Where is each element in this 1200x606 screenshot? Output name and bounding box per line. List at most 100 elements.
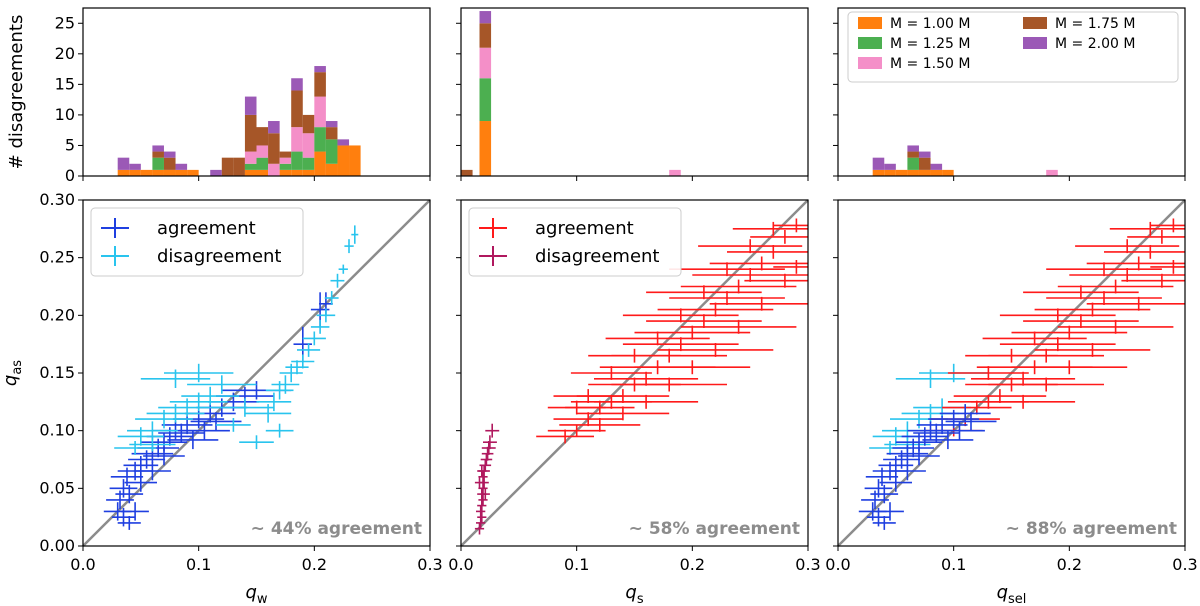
errorbar-group [114, 225, 359, 455]
data-point [536, 429, 594, 444]
data-point [115, 484, 144, 504]
data-point [302, 331, 326, 346]
data-point [1109, 221, 1185, 236]
data-point [1086, 256, 1185, 271]
hist-bar [175, 169, 188, 176]
hist-bar [291, 90, 303, 128]
hist-bar [233, 157, 245, 176]
hist-bar [314, 151, 326, 176]
data-point [483, 435, 497, 450]
hist-bar [268, 121, 280, 134]
hist-bar [314, 72, 326, 97]
data-point [477, 499, 487, 512]
data-point [588, 348, 681, 363]
data-point [351, 225, 359, 244]
hist-bar [163, 157, 176, 170]
hist-bar [279, 163, 292, 170]
hist-bar [302, 114, 315, 134]
data-point [477, 511, 487, 523]
data-point [680, 319, 797, 334]
hist-ylabel: # disagreements [6, 15, 27, 170]
data-point [244, 404, 292, 423]
data-point [1011, 325, 1128, 340]
data-point [1034, 302, 1151, 317]
data-point [1127, 230, 1185, 244]
hist-bar [244, 96, 257, 115]
hist-bar [479, 121, 492, 176]
hist-bar [256, 145, 269, 158]
hist-bar [884, 163, 896, 170]
hist-frame [460, 7, 809, 177]
hist-bar [152, 145, 164, 152]
errorbar-group [924, 218, 1185, 437]
hist-ytick-label: 5 [65, 135, 75, 154]
data-point [942, 400, 1012, 415]
data-point [480, 453, 493, 466]
hist-ytick-label: 25 [55, 13, 75, 32]
xlabel-0-main: q [245, 582, 256, 603]
xlabel-0: qw [245, 582, 267, 606]
data-point [605, 331, 710, 346]
hist-bar [291, 127, 303, 152]
data-point [547, 400, 606, 415]
hist-bar [302, 133, 315, 158]
data-point [1057, 279, 1174, 294]
xlabel-1-main: q [625, 582, 636, 603]
data-point [124, 473, 157, 492]
hist-bar [930, 163, 943, 170]
hist-bar [1046, 169, 1058, 176]
ytick-label: 0.25 [39, 248, 75, 267]
data-point [1023, 285, 1139, 300]
errorbar-group [474, 423, 500, 535]
data-point [934, 421, 985, 440]
data-point [474, 522, 485, 535]
data-point [1023, 314, 1139, 328]
data-point [898, 446, 940, 466]
data-point [953, 389, 1047, 403]
data-point [127, 421, 178, 440]
hist-legend-swatch [858, 37, 882, 49]
data-point [143, 446, 185, 466]
hist-bar [302, 157, 315, 170]
data-point [744, 273, 808, 288]
xtick-label: 0.3 [1172, 555, 1197, 574]
data-point [1104, 245, 1185, 259]
xlabel-1: qs [625, 582, 643, 606]
data-point [870, 484, 899, 504]
scatter-ylabel: qas [0, 360, 25, 386]
hist-bar [872, 169, 885, 176]
hist-bar [268, 133, 280, 164]
hist-legend-swatch [858, 57, 882, 69]
data-point [750, 230, 808, 244]
hist-bar [140, 169, 153, 176]
data-point [324, 291, 339, 305]
hist-bar [325, 163, 338, 176]
data-point [164, 363, 234, 383]
hist-legend-label: M = 1.00 M [890, 16, 970, 32]
data-point [478, 494, 488, 506]
data-point [732, 221, 808, 236]
hist-bar [244, 151, 257, 164]
hist-legend-label: M = 1.75 M [1055, 16, 1135, 32]
data-point [879, 473, 912, 492]
data-point [669, 262, 785, 277]
hist-legend-swatch [1023, 37, 1047, 49]
scatter-legend [90, 207, 304, 277]
errorbar-group [103, 292, 333, 530]
hist-bar [291, 78, 303, 91]
ytick-label: 0.20 [39, 305, 75, 324]
hist-bar [314, 66, 326, 73]
data-point [1086, 296, 1185, 311]
hist-bar [279, 169, 292, 176]
hist-bar [291, 151, 303, 170]
hist-bar [337, 145, 350, 176]
data-point [330, 273, 345, 288]
hist-bar [314, 96, 326, 128]
xlabel-0-sub: w [257, 592, 268, 606]
hist-bar [907, 145, 919, 152]
scatter-panel-1 [460, 199, 809, 547]
data-point [316, 308, 336, 323]
hist-bar [325, 139, 338, 164]
legend-label: agreement [535, 218, 634, 239]
